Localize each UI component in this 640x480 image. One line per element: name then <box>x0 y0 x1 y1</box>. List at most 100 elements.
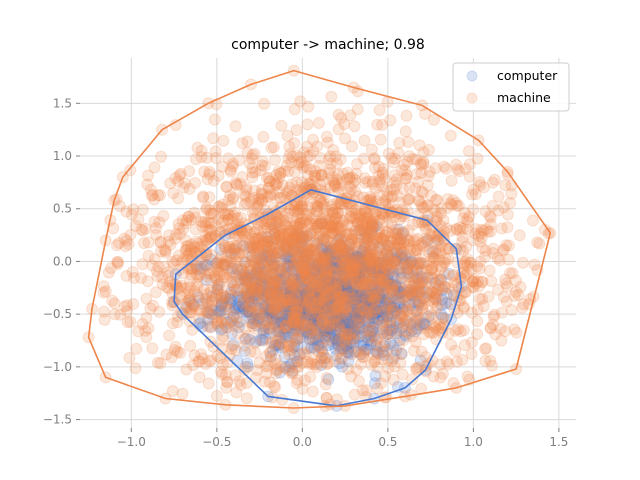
point-machine <box>531 236 544 249</box>
point-computer <box>310 259 323 272</box>
point-computer <box>365 262 378 275</box>
point-computer <box>237 282 250 294</box>
point-computer <box>331 334 344 347</box>
point-computer <box>238 302 251 315</box>
point-computer <box>215 300 228 313</box>
point-computer <box>290 231 303 244</box>
point-computer <box>286 312 298 324</box>
point-machine <box>141 178 154 191</box>
point-computer <box>326 243 339 256</box>
series-points-computer <box>168 183 468 412</box>
point-computer <box>329 332 342 345</box>
point-computer <box>249 271 262 284</box>
point-computer <box>288 279 301 292</box>
point-computer <box>321 291 333 304</box>
point-computer <box>347 253 360 266</box>
point-machine <box>150 286 162 299</box>
point-computer <box>343 287 356 300</box>
point-computer <box>295 267 308 280</box>
point-computer <box>294 303 307 315</box>
point-computer <box>344 258 357 271</box>
point-computer <box>273 341 286 354</box>
point-machine <box>372 276 385 289</box>
point-computer <box>318 248 331 261</box>
point-computer <box>353 275 366 288</box>
point-computer <box>257 278 269 290</box>
point-computer <box>187 298 200 311</box>
point-machine <box>483 264 496 277</box>
point-computer <box>194 316 207 329</box>
point-computer <box>370 305 383 318</box>
point-computer <box>256 257 269 270</box>
point-computer <box>236 269 249 281</box>
point-computer <box>334 316 347 329</box>
point-computer <box>355 290 368 303</box>
point-computer <box>352 331 365 344</box>
point-computer <box>322 248 334 261</box>
point-machine <box>483 210 496 222</box>
point-computer <box>322 282 335 295</box>
point-computer <box>312 286 325 299</box>
point-machine <box>384 114 397 127</box>
point-computer <box>255 276 268 288</box>
point-computer <box>314 278 327 291</box>
point-computer <box>214 304 227 317</box>
point-computer <box>373 280 386 292</box>
point-computer <box>342 319 355 332</box>
point-computer <box>367 221 380 234</box>
point-computer <box>343 287 356 300</box>
point-machine <box>229 284 241 296</box>
point-machine <box>403 193 416 206</box>
point-machine <box>263 249 275 261</box>
point-computer <box>247 296 260 309</box>
point-computer <box>279 361 292 374</box>
point-computer <box>385 290 397 303</box>
point-computer <box>353 315 366 328</box>
point-computer <box>347 287 360 300</box>
point-computer <box>269 251 282 264</box>
point-machine <box>446 270 459 283</box>
point-computer <box>307 257 320 270</box>
point-computer <box>347 337 360 350</box>
x-tick-label: 1.0 <box>464 435 483 449</box>
point-computer <box>303 327 316 340</box>
point-machine <box>337 334 350 347</box>
point-computer <box>274 274 287 287</box>
point-computer <box>436 293 449 306</box>
point-computer <box>327 254 340 267</box>
point-computer <box>383 291 395 304</box>
series-points-machine <box>82 64 557 414</box>
point-machine <box>348 120 361 133</box>
point-computer <box>331 299 344 312</box>
point-computer <box>301 298 314 311</box>
point-computer <box>352 312 365 325</box>
point-machine <box>123 351 136 364</box>
point-computer <box>350 263 362 276</box>
point-computer <box>369 292 382 305</box>
point-computer <box>377 349 390 361</box>
point-computer <box>340 334 353 347</box>
point-computer <box>405 256 418 268</box>
y-tick-label: −1.5 <box>43 413 72 427</box>
point-computer <box>255 278 268 291</box>
point-computer <box>313 299 326 312</box>
point-computer <box>358 317 371 330</box>
point-computer <box>357 294 370 307</box>
point-computer <box>349 269 362 282</box>
point-computer <box>411 314 424 327</box>
point-computer <box>294 298 307 310</box>
point-machine <box>261 316 274 329</box>
point-computer <box>409 325 422 338</box>
point-computer <box>309 287 322 300</box>
point-computer <box>395 271 408 284</box>
point-computer <box>376 268 389 281</box>
point-computer <box>332 339 345 352</box>
point-computer <box>327 276 340 289</box>
point-computer <box>412 299 425 311</box>
point-computer <box>292 320 305 333</box>
point-computer <box>354 268 367 281</box>
point-computer <box>294 275 307 288</box>
point-computer <box>263 260 276 273</box>
point-machine <box>486 176 499 189</box>
point-machine <box>403 150 416 163</box>
